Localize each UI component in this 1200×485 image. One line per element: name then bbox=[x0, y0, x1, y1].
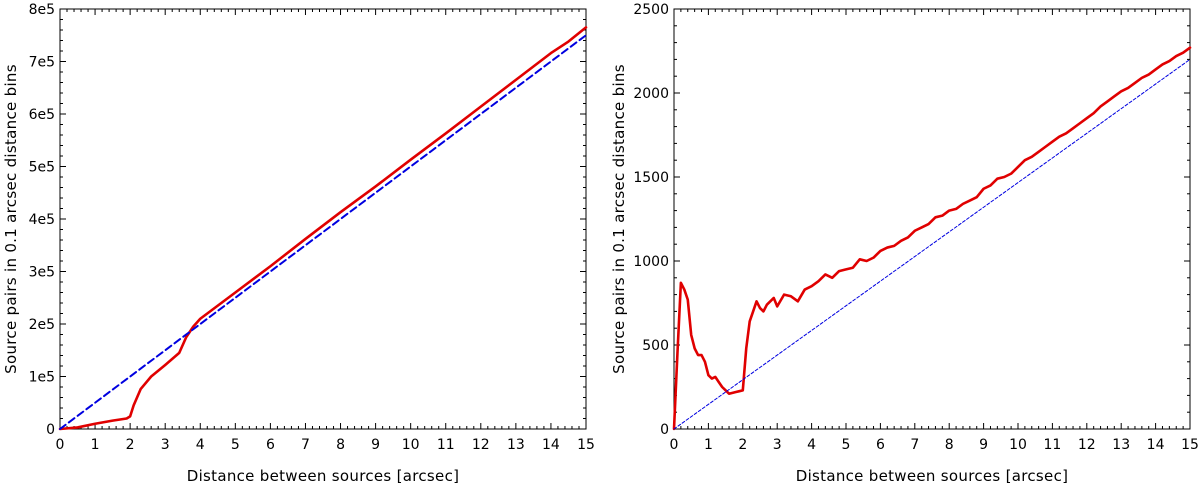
x-tick-label: 1 bbox=[91, 437, 100, 453]
x-tick-label: 9 bbox=[979, 437, 988, 453]
x-tick-label: 12 bbox=[472, 437, 490, 453]
y-tick-label: 1000 bbox=[633, 254, 669, 270]
x-tick-label: 15 bbox=[577, 437, 595, 453]
data-line bbox=[58, 26, 588, 431]
x-tick-label: 13 bbox=[1112, 437, 1130, 453]
data-line bbox=[672, 46, 1192, 431]
x-tick-label: 3 bbox=[773, 437, 782, 453]
x-tick-label: 9 bbox=[371, 437, 380, 453]
x-tick-label: 5 bbox=[231, 437, 240, 453]
y-tick-label: 7e5 bbox=[29, 55, 55, 71]
plot-frame bbox=[59, 8, 587, 430]
x-tick-label: 2 bbox=[738, 437, 747, 453]
x-tick-label: 0 bbox=[56, 437, 65, 453]
x-tick-label: 0 bbox=[670, 437, 679, 453]
x-tick-label: 14 bbox=[1147, 437, 1165, 453]
x-tick-label: 11 bbox=[437, 437, 455, 453]
y-tick-label: 2e5 bbox=[29, 317, 55, 333]
x-tick-label: 6 bbox=[876, 437, 885, 453]
x-tick-label: 14 bbox=[542, 437, 560, 453]
reference-line bbox=[59, 34, 587, 430]
chart-left: 0 1 2 3 4 5 6 7 8 9 10 11 12 13 14 1501e52e53e54e55e56e… bbox=[2, 2, 595, 485]
x-tick-label: 5 bbox=[842, 437, 851, 453]
x-axis-title: Distance between sources [arcsec] bbox=[796, 467, 1069, 485]
y-tick-label: 5e5 bbox=[29, 160, 55, 176]
y-tick-label: 0 bbox=[660, 422, 669, 438]
x-tick-label: 15 bbox=[1181, 437, 1199, 453]
x-tick-label: 12 bbox=[1078, 437, 1096, 453]
x-tick-label: 3 bbox=[161, 437, 170, 453]
y-tick-label: 500 bbox=[642, 338, 669, 354]
y-tick-label: 1500 bbox=[633, 170, 669, 186]
y-tick-label: 8e5 bbox=[29, 2, 55, 18]
plot-frame bbox=[673, 8, 1191, 430]
x-tick-label: 10 bbox=[402, 437, 420, 453]
x-tick-label: 10 bbox=[1009, 437, 1027, 453]
x-tick-label: 7 bbox=[910, 437, 919, 453]
x-tick-label: 8 bbox=[945, 437, 954, 453]
x-tick-label: 8 bbox=[336, 437, 345, 453]
y-axis-title: Source pairs in 0.1 arcsec distance bins bbox=[2, 64, 20, 374]
x-tick-label: 7 bbox=[301, 437, 310, 453]
x-tick-label: 2 bbox=[126, 437, 135, 453]
reference-line bbox=[673, 58, 1191, 430]
y-tick-label: 0 bbox=[46, 422, 55, 438]
x-tick-label: 11 bbox=[1043, 437, 1061, 453]
x-tick-label: 1 bbox=[704, 437, 713, 453]
y-tick-label: 2000 bbox=[633, 86, 669, 102]
x-tick-label: 4 bbox=[807, 437, 816, 453]
y-tick-label: 2500 bbox=[633, 2, 669, 18]
y-tick-label: 6e5 bbox=[29, 107, 55, 123]
x-tick-label: 6 bbox=[266, 437, 275, 453]
y-tick-label: 1e5 bbox=[29, 370, 55, 386]
y-tick-label: 3e5 bbox=[29, 265, 55, 281]
x-axis-title: Distance between sources [arcsec] bbox=[187, 467, 460, 485]
chart-right: 0 1 2 3 4 5 6 7 8 9 10 11 12 13 14 15050010001500200025… bbox=[610, 2, 1199, 485]
y-axis-title: Source pairs in 0.1 arcsec distance bins bbox=[610, 64, 628, 374]
y-tick-label: 4e5 bbox=[29, 212, 55, 228]
x-tick-label: 4 bbox=[196, 437, 205, 453]
x-tick-label: 13 bbox=[507, 437, 525, 453]
